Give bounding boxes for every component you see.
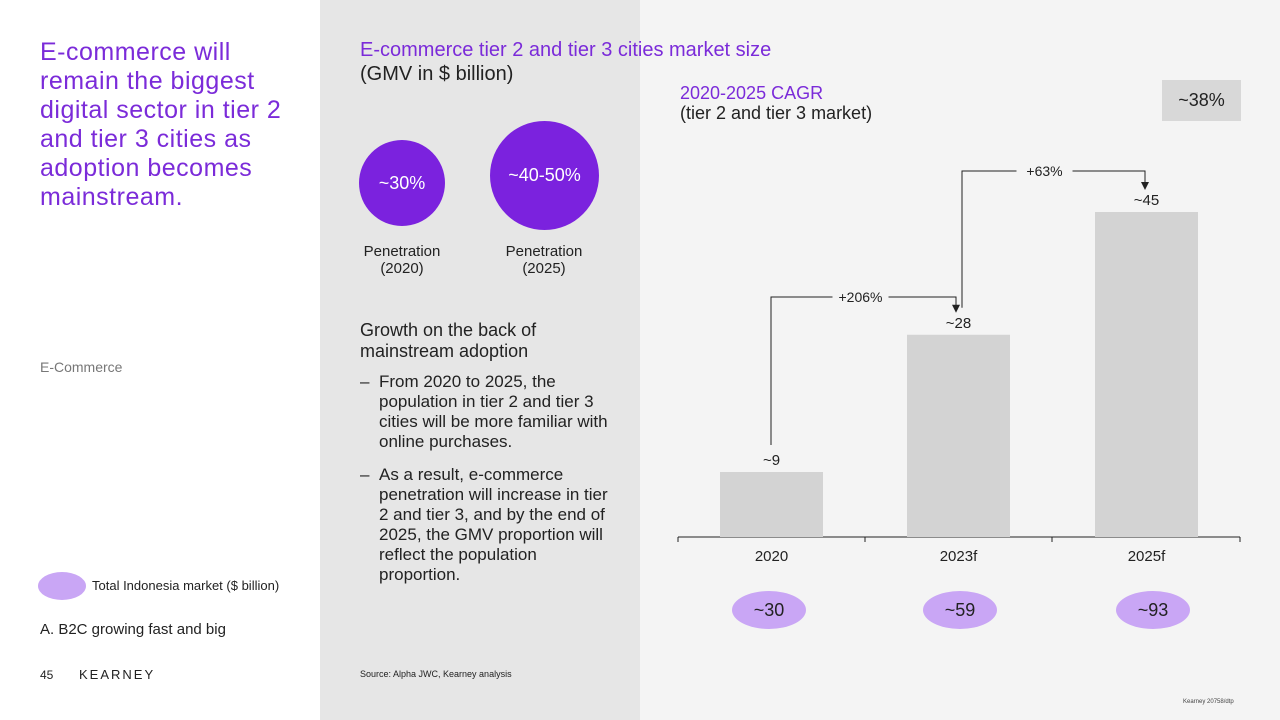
growth-arrow-head [1141, 182, 1149, 190]
growth-label-bg [832, 288, 889, 306]
total-market-ellipse [1116, 591, 1190, 629]
middle-panel [320, 0, 640, 720]
market-size-bar-chart: ~9 2020 ~28 2023f ~45 2025f ~30 ~59 ~93 +206% +63% [677, 162, 1241, 629]
total-market-ellipse [923, 591, 997, 629]
total-market-value: ~93 [1138, 600, 1169, 620]
bullet-item: – As a result, e-commerce penetration wi… [360, 465, 615, 585]
penetration-2025-label-line1: Penetration [505, 243, 583, 260]
bar-value-label: ~45 [1134, 192, 1159, 209]
section-label: A. B2C growing fast and big [40, 621, 226, 638]
penetration-2025-label-line2: (2025) [522, 260, 566, 277]
bar-value-label: ~9 [763, 452, 780, 469]
legend-label: Total Indonesia market ($ billion) [92, 578, 280, 593]
cagr-value-box: ~38% [1162, 80, 1241, 121]
x-tick-label: 2025f [1128, 548, 1166, 565]
bullet-text: As a result, e-commerce penetration will… [379, 465, 608, 584]
slide-headline: E-commerce will remain the biggest digit… [40, 38, 282, 211]
growth-label: +206% [839, 289, 883, 305]
penetration-2025-label: Penetration (2025) [484, 243, 604, 277]
section-tag: E-Commerce [40, 359, 123, 375]
chart-title: E-commerce tier 2 and tier 3 cities mark… [360, 39, 772, 61]
growth-label-bg [1016, 162, 1073, 180]
bullet-item: – From 2020 to 2025, the population in t… [360, 372, 615, 452]
legend-ellipse-icon [38, 572, 86, 600]
bullet-dash-icon: – [360, 372, 370, 391]
bar-2020 [720, 472, 823, 537]
left-panel [0, 0, 320, 720]
bar-value-label: ~28 [946, 315, 971, 332]
penetration-2020-label: Penetration (2020) [342, 243, 462, 277]
cagr-title: 2020-2025 CAGR [680, 83, 824, 103]
cagr-subtitle: (tier 2 and tier 3 market) [680, 103, 873, 123]
bar-2025f [1095, 212, 1198, 537]
footer-code: Kearney 20758/dtp [1183, 699, 1234, 705]
x-tick-label: 2023f [940, 548, 978, 565]
growth-arrow-head [952, 304, 960, 313]
penetration-2025-circle: ~40-50% [490, 121, 599, 230]
source-note: Source: Alpha JWC, Kearney analysis [360, 669, 512, 679]
x-tick-label: 2020 [755, 548, 788, 565]
growth-title: Growth on the back of mainstream adoptio… [360, 320, 537, 361]
bullet-text: From 2020 to 2025, the population in tie… [379, 372, 608, 451]
growth-label: +63% [1026, 163, 1062, 179]
bullet-dash-icon: – [360, 465, 370, 484]
total-market-value: ~30 [754, 600, 785, 620]
bar-2023f [907, 334, 1010, 537]
total-market-ellipse [732, 591, 806, 629]
penetration-2020-circle: ~30% [359, 140, 445, 226]
penetration-2020-label-line2: (2020) [380, 260, 424, 277]
penetration-2020-label-line1: Penetration [363, 243, 441, 260]
page-number: 45 [40, 668, 54, 682]
brand-logo: KEARNEY [79, 667, 156, 682]
total-market-value: ~59 [945, 600, 976, 620]
chart-subtitle: (GMV in $ billion) [360, 63, 514, 85]
